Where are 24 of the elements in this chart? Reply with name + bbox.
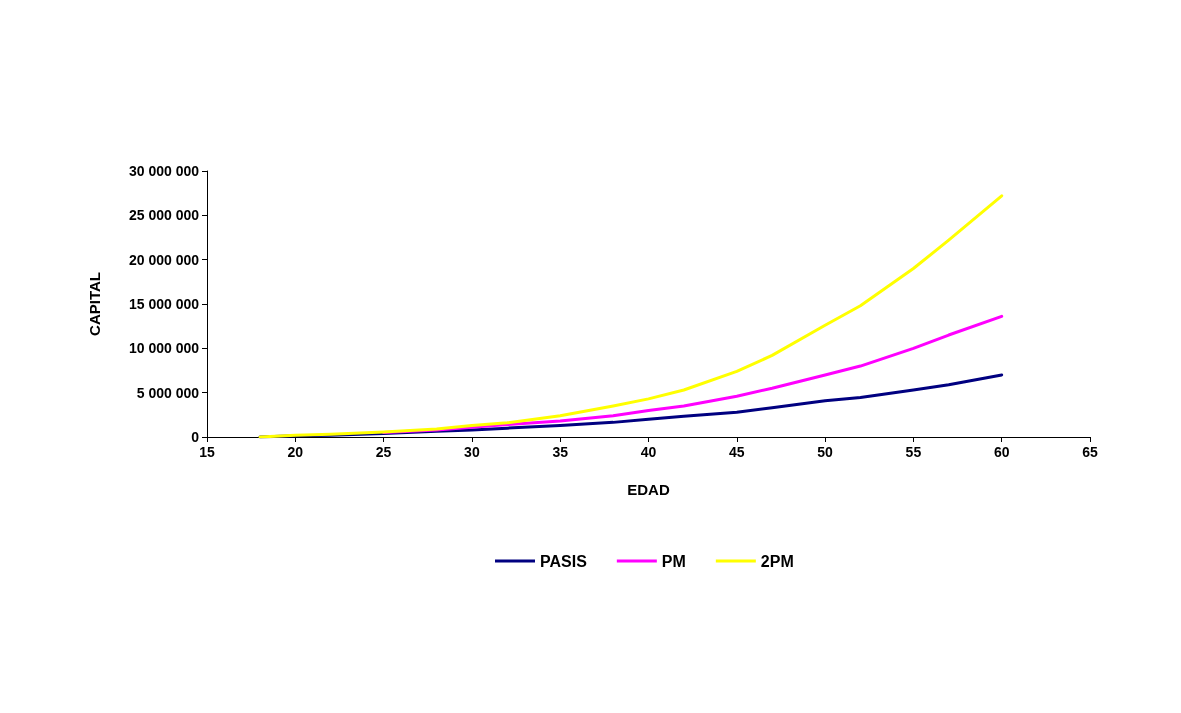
line-series — [258, 194, 1004, 439]
x-tick-label: 55 — [905, 444, 922, 460]
x-tick-label: 65 — [1082, 444, 1098, 460]
x-tick-label: 15 — [199, 444, 215, 460]
legend-label: PASIS — [540, 552, 588, 570]
legend-label: 2PM — [760, 552, 794, 570]
x-tick-label: 45 — [729, 444, 745, 460]
y-axis-title: CAPITAL — [86, 272, 103, 336]
y-tick-label: 5 000 000 — [136, 384, 200, 401]
y-tick-label: 0 — [191, 429, 200, 445]
x-tick-label: 35 — [552, 444, 569, 460]
x-tick-label: 30 — [464, 444, 480, 460]
y-tick-label: 10 000 000 — [128, 340, 200, 357]
x-tick-label: 25 — [375, 444, 392, 460]
y-tick-label: 20 000 000 — [128, 251, 200, 268]
y-tick-label: 30 000 000 — [128, 163, 200, 179]
x-axis-title: EDAD — [627, 481, 670, 498]
x-tick-label: 60 — [993, 444, 1010, 460]
y-tick-label: 25 000 000 — [128, 207, 200, 224]
y-tick-label: 15 000 000 — [128, 296, 200, 312]
x-tick-label: 50 — [817, 444, 834, 460]
x-tick-label: 20 — [287, 444, 304, 460]
x-tick-label: 40 — [640, 444, 657, 460]
legend-label: PM — [661, 552, 686, 570]
